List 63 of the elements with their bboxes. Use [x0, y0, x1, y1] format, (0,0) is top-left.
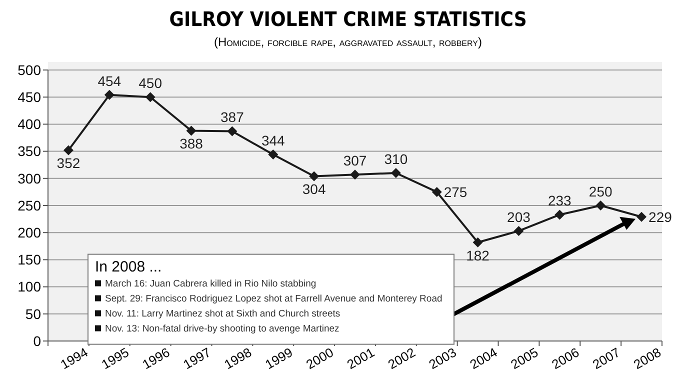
point: [309, 171, 320, 182]
x-tick-label: 1999: [262, 344, 296, 372]
point: [596, 200, 606, 210]
data-label: 344: [261, 132, 286, 149]
x-tick-label: 2007: [590, 344, 623, 372]
data-label: 182: [466, 247, 490, 264]
point: [145, 92, 156, 102]
data-label: 310: [384, 150, 408, 167]
chart-subtitle: (Homicide, forcible rape, aggravated assault, robbery): [214, 35, 482, 49]
y-tick-label: 100: [18, 278, 42, 295]
chart-title: GILROY VIOLENT CRIME STATISTICS: [169, 7, 527, 31]
data-label: 304: [302, 181, 326, 198]
x-tick-label: 2004: [467, 344, 500, 372]
x-tick-label: 1995: [98, 344, 132, 372]
data-label: 450: [138, 75, 162, 92]
point: [268, 150, 278, 160]
point: [432, 186, 442, 197]
y-tick-label: 150: [18, 252, 42, 268]
point: [227, 126, 238, 136]
x-tick-label: 1994: [58, 344, 90, 372]
point: [186, 126, 196, 136]
x-tick-label: 2002: [385, 344, 418, 372]
y-tick-label: 450: [18, 89, 42, 105]
x-tick-label: 2001: [344, 344, 377, 372]
data-label: 275: [444, 184, 468, 200]
x-tick-label: 2008: [630, 344, 664, 372]
annotation: March 16: Juan Cabrera killed in Rio Nilo stabbing: [105, 278, 316, 290]
annotation: Nov. 13: Non-fatal drive-by shooting to avenge Martinez: [105, 323, 340, 334]
data-label: 388: [180, 136, 204, 152]
y-tick-label: 250: [18, 197, 42, 214]
x-tick-label: 2006: [549, 344, 582, 372]
point: [63, 145, 74, 156]
point: [514, 226, 524, 236]
data-label: 203: [507, 208, 531, 225]
y-tick-label: 350: [18, 143, 42, 160]
y-tick-label: 400: [18, 116, 42, 132]
x-tick-label: 2005: [508, 344, 541, 372]
annotation: In 2008 ...: [95, 258, 162, 276]
data-label: 250: [588, 184, 612, 200]
point: [390, 168, 401, 178]
y-tick-label: 200: [18, 224, 42, 240]
y-tick-label: 50: [25, 306, 42, 322]
data-label: 307: [343, 152, 367, 169]
data-label: 454: [98, 72, 122, 89]
data-label: 233: [548, 192, 572, 209]
annotation: Sept. 29: Francisco Rodriguez Lopez shot at Farrell Avenue and Monterey Road: [105, 293, 442, 304]
point: [350, 170, 360, 180]
data-label: 229: [648, 208, 672, 225]
x-tick-label: 1997: [180, 344, 214, 372]
x-tick-label: 1996: [140, 344, 172, 372]
point: [554, 210, 565, 220]
point: [104, 90, 114, 100]
x-tick-label: 2003: [426, 344, 459, 372]
annotation: Nov. 11: Larry Martinez shot at Sixth and Church streets: [105, 308, 340, 320]
y-tick-label: 300: [18, 170, 42, 186]
data-label: 352: [56, 155, 80, 172]
x-tick-label: 2000: [303, 344, 336, 372]
y-tick-label: 500: [18, 62, 42, 78]
data-label: 387: [220, 109, 244, 126]
point: [636, 212, 647, 222]
point: [472, 237, 483, 248]
x-tick-label: 1998: [222, 344, 254, 372]
y-tick-label: 0: [33, 332, 42, 349]
